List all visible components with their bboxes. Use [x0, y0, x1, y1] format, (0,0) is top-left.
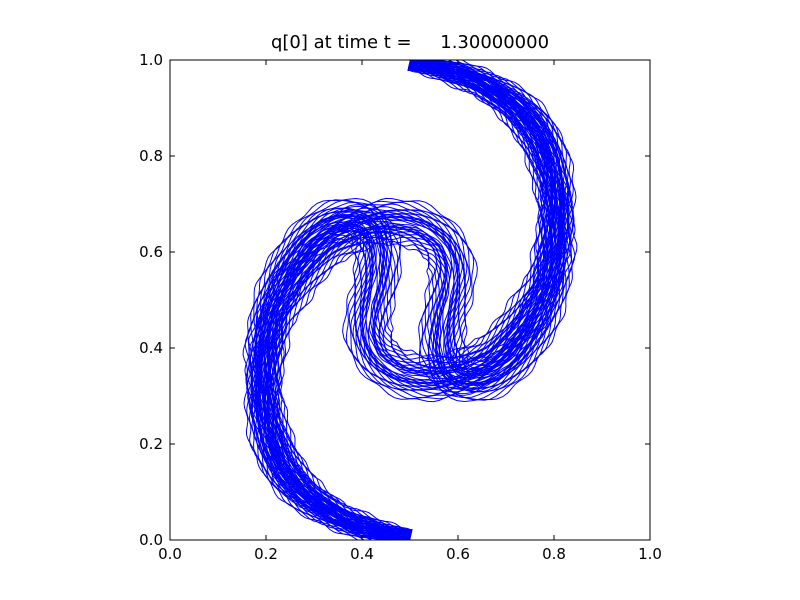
y-tick-label: 0.6 — [139, 243, 163, 261]
x-tick-label: 0.2 — [254, 545, 278, 563]
contour-line — [245, 60, 576, 540]
contour-line — [243, 60, 578, 540]
contour-line — [244, 60, 575, 540]
x-tick-label: 0.4 — [350, 545, 374, 563]
contour-arm-rotated — [243, 60, 578, 540]
contour-line — [259, 61, 560, 540]
contour-line — [258, 60, 563, 540]
x-tick-label: 1.0 — [638, 545, 662, 563]
contour-line — [260, 60, 561, 539]
y-tick-label: 0.0 — [139, 531, 163, 549]
chart-title: q[0] at time t = 1.30000000 — [271, 32, 549, 53]
contour-line — [257, 60, 562, 540]
y-tick-label: 0.4 — [139, 339, 163, 357]
y-tick-label: 1.0 — [139, 51, 163, 69]
axes-frame — [169, 59, 651, 541]
y-tick-label: 0.2 — [139, 435, 163, 453]
contour-lines — [242, 60, 578, 540]
axis-ticks: 0.0 0.2 0.4 0.6 0.8 1.0 0.0 0.2 0.4 0.6 0.8 1.0 — [139, 51, 662, 563]
y-tick-label: 0.8 — [139, 147, 163, 165]
x-tick-label: 0.8 — [542, 545, 566, 563]
x-tick-label: 0.6 — [446, 545, 470, 563]
x-tick-label: 0.0 — [158, 545, 182, 563]
